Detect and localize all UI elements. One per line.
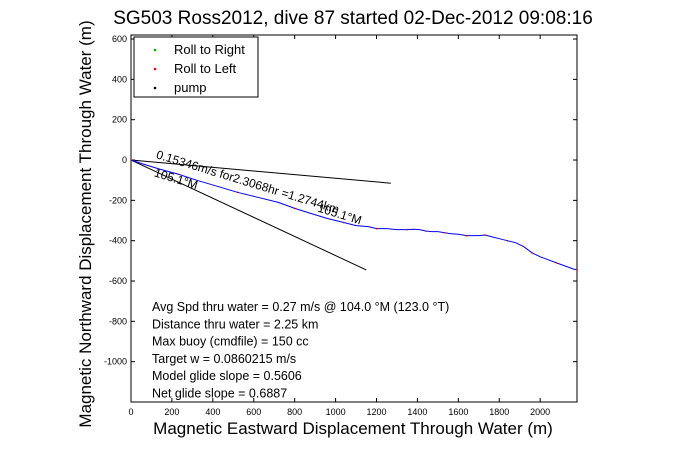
stats-line: Model glide slope = 0.5606 (152, 369, 302, 383)
track-point (293, 207, 296, 210)
reference-lines (130, 159, 391, 271)
x-tick-label: 2000 (530, 407, 550, 417)
stats-line: Avg Spd thru water = 0.27 m/s @ 104.0 °M… (152, 300, 449, 314)
y-axis-label: Magnetic Northward Displacement Through … (76, 20, 95, 427)
y-tick-label: -800 (109, 316, 127, 326)
x-axis-label: Magnetic Eastward Displacement Through W… (153, 419, 553, 438)
legend-label: Roll to Right (174, 42, 245, 57)
x-tick-label: 0 (128, 407, 133, 417)
legend: Roll to Right Roll to Left pump (133, 36, 259, 98)
y-tick-label: -400 (109, 236, 127, 246)
stats-line: Target w = 0.0860215 m/s (152, 352, 296, 366)
track-point (130, 159, 132, 161)
x-tick-label: 1800 (489, 407, 509, 417)
x-tick-label: 1200 (366, 407, 386, 417)
y-tick-label: 200 (112, 115, 127, 125)
x-tick-label: 200 (164, 407, 179, 417)
stats-line: Net glide slope = 0.6887 (152, 387, 287, 401)
x-tick-label: 1400 (407, 407, 427, 417)
chart-title: SG503 Ross2012, dive 87 started 02-Dec-2… (113, 8, 593, 29)
legend-label: Roll to Left (174, 61, 237, 76)
x-axis-ticks: 0 200 400 600 800 1000 1200 1400 1600 1800 2000 (128, 35, 550, 417)
y-tick-label: 600 (112, 34, 127, 44)
heading-reference-line (130, 159, 391, 184)
track-point (531, 251, 533, 254)
y-tick-label: -200 (109, 195, 127, 205)
stats-line: Max buoy (cmdfile) = 150 cc (152, 335, 309, 349)
track-point (424, 230, 427, 232)
track-point (177, 173, 179, 175)
x-tick-label: 400 (205, 407, 220, 417)
y-tick-label: 400 (112, 74, 127, 84)
stats-line: Distance thru water = 2.25 km (152, 317, 318, 331)
track-point (375, 227, 378, 230)
track-point (443, 231, 445, 234)
track-point (342, 221, 345, 224)
legend-label: pump (174, 80, 207, 95)
legend-marker (153, 48, 157, 52)
track-point (406, 228, 408, 231)
track-point (484, 234, 486, 236)
x-tick-label: 1600 (448, 407, 468, 417)
track-point (465, 234, 468, 237)
y-tick-label: 0 (122, 155, 127, 165)
stats-text-block: Avg Spd thru water = 0.27 m/s @ 104.0 °M… (152, 300, 449, 401)
track-point (236, 191, 239, 194)
y-tick-label: -1000 (104, 357, 127, 367)
heading-reference-line (130, 159, 367, 271)
x-tick-label: 1000 (326, 407, 346, 417)
x-tick-label: 600 (246, 407, 261, 417)
track-point (576, 269, 578, 271)
track-point (555, 262, 558, 264)
track-point (506, 239, 509, 242)
x-tick-label: 800 (287, 407, 302, 417)
legend-marker (153, 86, 157, 90)
legend-marker (153, 67, 157, 71)
y-tick-label: -600 (109, 276, 127, 286)
series-layer (130, 159, 578, 271)
